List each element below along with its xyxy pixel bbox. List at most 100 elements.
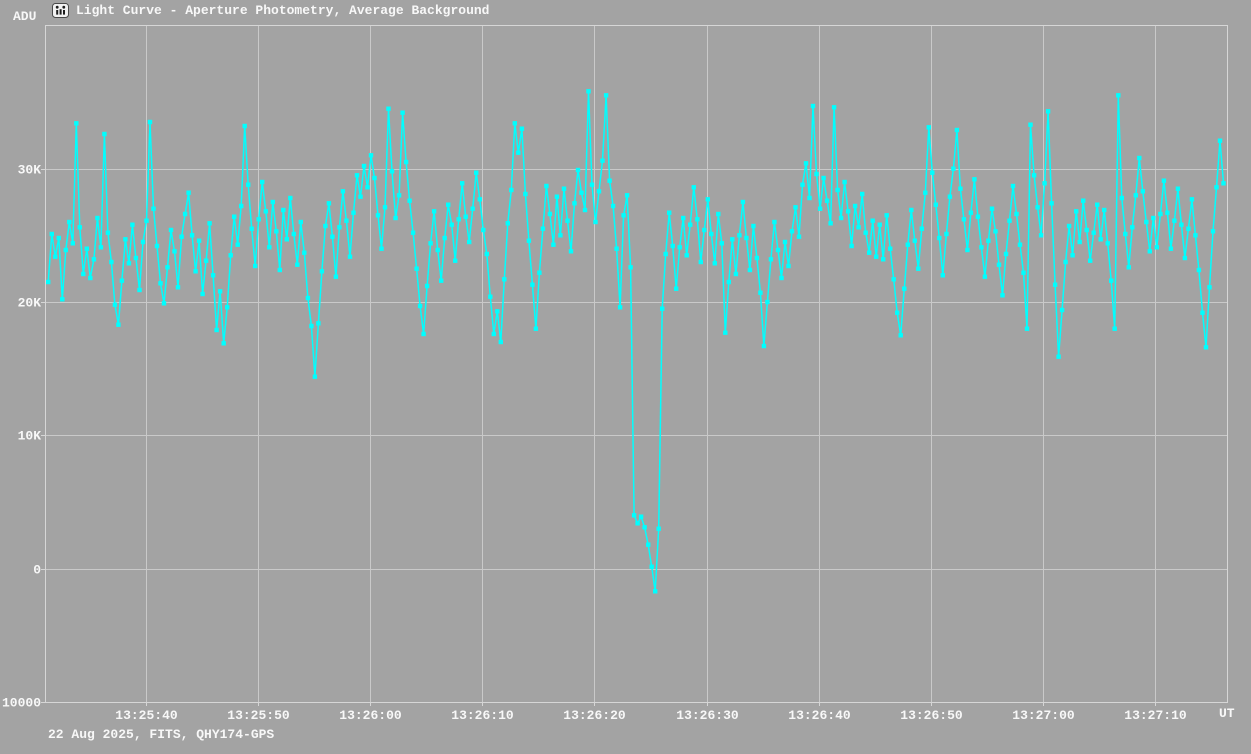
data-point[interactable] [702, 227, 707, 233]
data-point[interactable] [874, 254, 879, 259]
data-point[interactable] [403, 159, 409, 165]
data-point[interactable] [253, 263, 258, 269]
data-point[interactable] [902, 286, 907, 291]
data-point[interactable] [663, 251, 668, 257]
data-point[interactable] [382, 205, 388, 210]
data-point[interactable] [1182, 255, 1188, 261]
data-point[interactable] [232, 214, 237, 219]
data-point[interactable] [453, 258, 458, 263]
data-point[interactable] [989, 206, 995, 211]
data-point[interactable] [172, 249, 177, 254]
data-point[interactable] [210, 273, 216, 278]
data-point[interactable] [624, 193, 630, 198]
data-point[interactable] [70, 241, 75, 246]
data-point[interactable] [849, 243, 854, 249]
data-point[interactable] [424, 283, 430, 289]
data-point[interactable] [498, 339, 503, 345]
data-point[interactable] [1119, 195, 1124, 201]
data-point[interactable] [842, 179, 847, 185]
data-point[interactable] [389, 169, 395, 174]
data-point[interactable] [239, 203, 244, 209]
data-point[interactable] [1010, 183, 1016, 189]
data-point[interactable] [695, 217, 700, 222]
data-point[interactable] [835, 187, 840, 193]
data-point[interactable] [600, 158, 605, 163]
data-point[interactable] [291, 231, 296, 237]
data-point[interactable] [814, 171, 819, 177]
data-point[interactable] [1007, 218, 1012, 223]
data-point[interactable] [867, 250, 872, 255]
data-point[interactable] [1017, 242, 1023, 247]
data-point[interactable] [140, 239, 146, 245]
data-point[interactable] [1116, 93, 1121, 98]
data-point[interactable] [1179, 222, 1184, 227]
data-point[interactable] [754, 255, 760, 261]
data-point[interactable] [196, 238, 202, 243]
data-point[interactable] [537, 270, 542, 275]
data-point[interactable] [67, 219, 72, 225]
data-point[interactable] [414, 266, 419, 271]
data-point[interactable] [1147, 249, 1152, 254]
data-point[interactable] [607, 178, 612, 183]
data-point[interactable] [698, 259, 703, 265]
data-point[interactable] [154, 243, 160, 249]
data-point[interactable] [505, 221, 510, 226]
data-point[interactable] [912, 238, 917, 243]
data-point[interactable] [60, 297, 65, 302]
data-point[interactable] [463, 214, 468, 219]
data-point[interactable] [130, 222, 135, 227]
data-point[interactable] [958, 186, 963, 191]
data-point[interactable] [63, 247, 68, 253]
data-point[interactable] [186, 190, 191, 195]
data-point[interactable] [1133, 193, 1138, 198]
data-point[interactable] [614, 246, 619, 251]
data-point[interactable] [151, 206, 156, 211]
data-point[interactable] [516, 150, 521, 155]
data-point[interactable] [758, 290, 763, 295]
data-point[interactable] [368, 153, 374, 158]
data-point[interactable] [726, 279, 731, 285]
data-point[interactable] [481, 227, 486, 233]
data-point[interactable] [589, 182, 595, 187]
data-point[interactable] [617, 305, 623, 310]
data-point[interactable] [1056, 354, 1061, 359]
data-point[interactable] [944, 231, 949, 237]
data-point[interactable] [123, 237, 128, 242]
data-point[interactable] [582, 207, 588, 213]
data-point[interactable] [709, 231, 714, 237]
data-point[interactable] [309, 323, 314, 329]
data-point[interactable] [137, 287, 142, 293]
data-point[interactable] [228, 253, 233, 258]
data-point[interactable] [302, 250, 307, 255]
data-point[interactable] [691, 185, 696, 190]
data-point[interactable] [965, 247, 970, 253]
data-point[interactable] [1112, 326, 1117, 331]
data-point[interactable] [667, 210, 672, 215]
data-point[interactable] [716, 211, 721, 217]
data-point[interactable] [1074, 209, 1079, 214]
data-point[interactable] [719, 241, 724, 246]
data-point[interactable] [1031, 173, 1037, 178]
data-point[interactable] [579, 190, 584, 195]
data-point[interactable] [207, 221, 212, 226]
data-point[interactable] [281, 207, 286, 213]
data-point[interactable] [91, 257, 97, 262]
data-point[interactable] [1130, 225, 1135, 230]
data-point[interactable] [305, 295, 311, 301]
data-point[interactable] [410, 230, 416, 235]
data-point[interactable] [1168, 246, 1174, 251]
data-point[interactable] [1210, 229, 1216, 234]
data-point[interactable] [168, 227, 174, 233]
data-point[interactable] [98, 245, 104, 250]
data-point[interactable] [442, 235, 447, 241]
data-point[interactable] [428, 241, 433, 246]
light-curve-canvas[interactable]: 13:25:40 13:25:50 13:26:00 13:26:10 13:26:20… [0, 26, 1227, 723]
data-point[interactable] [888, 246, 893, 251]
data-point[interactable] [112, 302, 118, 307]
data-point[interactable] [947, 194, 953, 199]
data-point[interactable] [330, 234, 335, 239]
data-point[interactable] [119, 278, 125, 283]
data-point[interactable] [1189, 197, 1195, 202]
data-point[interactable] [845, 209, 851, 214]
data-point[interactable] [737, 233, 742, 238]
